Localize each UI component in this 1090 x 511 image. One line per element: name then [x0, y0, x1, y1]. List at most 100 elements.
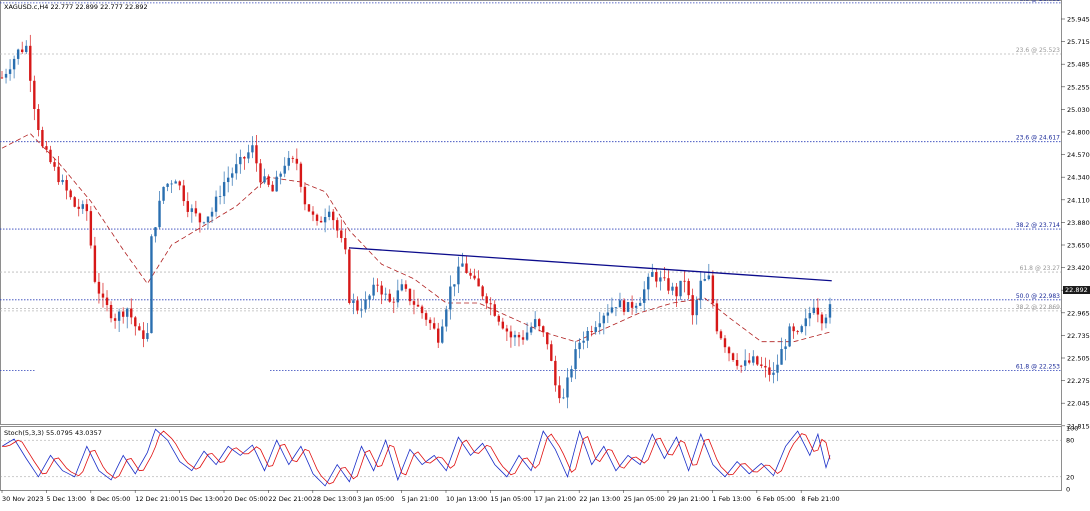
- candle-body: [780, 349, 783, 365]
- candle-body: [97, 281, 101, 294]
- candle-body: [348, 249, 351, 303]
- candle-body: [659, 277, 662, 282]
- candle-body: [279, 173, 282, 177]
- candle-body: [695, 299, 698, 316]
- candle-body: [449, 286, 452, 310]
- candle-body: [521, 337, 525, 340]
- candle-body: [222, 182, 226, 197]
- candle-body: [16, 49, 20, 59]
- candle-body: [578, 342, 581, 350]
- candle-body: [206, 216, 210, 223]
- candle-body: [412, 301, 416, 305]
- candle-body: [226, 177, 230, 183]
- price-tick-label: 25.945: [1067, 16, 1090, 24]
- candle-body: [69, 190, 72, 198]
- candle-body: [130, 308, 133, 318]
- candle-body: [400, 284, 404, 291]
- candle-body: [731, 353, 735, 361]
- fib-label: 23.6 @ 24.617: [1016, 135, 1060, 142]
- candle-body: [671, 286, 674, 291]
- stoch-lines: [0, 428, 1061, 487]
- candle-body: [796, 331, 799, 333]
- time-tick-label: 25 Jan 05:00: [624, 495, 665, 503]
- candle-body: [772, 372, 775, 375]
- candle-body: [392, 301, 395, 303]
- price-tick-label: 22.045: [1067, 400, 1090, 408]
- candle-body: [812, 307, 816, 314]
- candle-body: [550, 344, 553, 361]
- time-tick-label: 15 Dec 13:00: [180, 495, 224, 503]
- time-tick-label: 10 Jan 13:00: [446, 495, 487, 503]
- candle-body: [267, 176, 270, 185]
- candle-body: [352, 300, 355, 303]
- candle-body: [800, 326, 803, 333]
- candle-body: [602, 315, 606, 324]
- candle-body: [489, 303, 492, 305]
- price-candles: [0, 34, 832, 409]
- candle-body: [29, 45, 32, 81]
- candle-body: [109, 304, 113, 319]
- candle-body: [263, 176, 266, 183]
- candle-body: [73, 197, 76, 207]
- candle-body: [675, 286, 678, 297]
- candle-body: [574, 349, 577, 370]
- candle-body: [101, 293, 105, 298]
- candle-body: [533, 319, 537, 328]
- candle-body: [77, 206, 80, 209]
- candle-body: [327, 211, 331, 218]
- candle-body: [380, 285, 383, 295]
- candle-body: [283, 165, 286, 174]
- candle-body: [376, 284, 379, 286]
- candle-body: [634, 305, 638, 308]
- candle-body: [37, 109, 40, 130]
- candle-body: [760, 364, 763, 366]
- price-tick-label: 24.340: [1067, 174, 1090, 182]
- candle-body: [372, 284, 375, 296]
- candle-body: [113, 318, 117, 321]
- stoch-signal-line: [2, 430, 831, 485]
- candle-body: [477, 278, 480, 287]
- candle-body: [497, 315, 500, 322]
- time-tick-label: 5 Dec 13:00: [46, 495, 86, 503]
- stoch-axis: 100 80 20 0: [1066, 425, 1078, 494]
- candle-body: [53, 162, 56, 167]
- trendline[interactable]: [349, 247, 832, 282]
- candle-body: [275, 176, 278, 192]
- candle-body: [323, 217, 327, 223]
- candle-body: [804, 318, 807, 327]
- candle-body: [647, 276, 650, 290]
- fib-label: 61.8 @ 22.253: [1016, 363, 1060, 370]
- time-tick-label: 22 Jan 13:00: [579, 495, 620, 503]
- candle-body: [424, 313, 428, 320]
- candle-body: [295, 158, 299, 164]
- time-tick-label: 22 Dec 21:00: [268, 495, 312, 503]
- time-tick-label: 29 Jan 21:00: [668, 495, 709, 503]
- price-tick-label: 23.880: [1067, 219, 1090, 227]
- price-tick-label: 21.815: [1067, 422, 1090, 430]
- candle-body: [271, 184, 274, 192]
- fib-label: 38.2 @ 23.714: [1016, 222, 1060, 229]
- time-tick-label: 30 Nov 2023: [2, 495, 44, 503]
- candle-body: [150, 236, 153, 334]
- candle-body: [493, 304, 496, 316]
- candle-body: [537, 319, 541, 327]
- stoch-axis-label: 100: [1066, 425, 1078, 433]
- candle-body: [20, 49, 24, 53]
- candle-body: [218, 196, 222, 197]
- candle-body: [727, 347, 731, 354]
- candle-body: [61, 179, 64, 183]
- price-tick-label: 25.715: [1067, 38, 1090, 46]
- candle-body: [364, 299, 367, 310]
- price-tick-label: 25.030: [1067, 106, 1090, 114]
- trendline-group[interactable]: [349, 247, 832, 282]
- candle-body: [711, 275, 715, 304]
- candle-body: [214, 196, 218, 212]
- candle-body: [610, 307, 614, 313]
- candle-body: [598, 323, 601, 328]
- candle-body: [752, 356, 755, 363]
- candle-body: [420, 306, 424, 314]
- candle-body: [699, 280, 702, 300]
- candle-body: [618, 300, 622, 308]
